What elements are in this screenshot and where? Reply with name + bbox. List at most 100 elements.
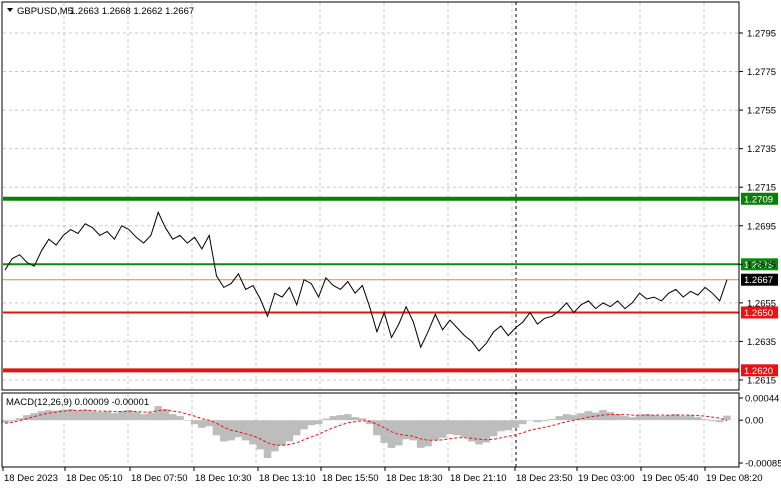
level-tag-background <box>741 258 778 271</box>
time-tick-label: 18 Dec 15:50 <box>322 473 379 484</box>
price-tick-label: 1.2735 <box>747 144 776 155</box>
price-tick-label: 1.2655 <box>747 298 776 309</box>
macd-hist-bar <box>132 412 141 421</box>
macd-panel-border <box>1 392 740 468</box>
time-tick-label: 18 Dec 21:10 <box>450 473 507 484</box>
macd-hist-bar <box>147 412 155 421</box>
macd-hist-bar <box>497 420 505 432</box>
macd-hist-bar <box>212 420 221 436</box>
price-tick-label: 1.2635 <box>747 337 776 348</box>
time-tick-label: 18 Dec 13:10 <box>259 473 316 484</box>
level-tag-background <box>741 364 778 377</box>
macd-hist-bar <box>723 415 731 421</box>
level-price-tag: 1.2709 <box>741 192 778 205</box>
macd-hist-bar <box>373 420 381 436</box>
macd-hist-bar <box>241 420 250 441</box>
price-tick-label: 1.2615 <box>747 375 776 386</box>
macd-hist-bar <box>548 419 556 421</box>
macd-hist-bar <box>446 420 454 435</box>
macd-hist-bar <box>52 410 60 421</box>
macd-hist-bar <box>489 420 498 437</box>
macd-hist-bar <box>23 415 31 421</box>
macd-hist-bar <box>643 414 651 421</box>
macd-hist-bar <box>424 420 432 447</box>
macd-hist-bar <box>278 420 286 446</box>
price-tick-label: 1.2755 <box>747 106 776 117</box>
macd-hist-bar <box>715 420 724 423</box>
collapse-triangle-icon[interactable] <box>7 8 13 12</box>
macd-hist-bar <box>263 420 272 458</box>
time-tick-label: 19 Dec 03:00 <box>578 473 635 484</box>
macd-hist-bar <box>387 420 396 448</box>
macd-hist-bar <box>66 409 75 421</box>
macd-hist-bar <box>220 420 228 442</box>
macd-hist-bar <box>190 420 199 425</box>
macd-hist-bar <box>271 420 279 452</box>
macd-hist-bar <box>511 420 520 428</box>
level-price-tag: 1.2667 <box>741 273 778 286</box>
time-tick-label: 18 Dec 07:50 <box>131 473 188 484</box>
macd-hist-bar <box>183 420 192 421</box>
level-tag-background <box>741 273 778 286</box>
macd-hist-bar <box>125 410 133 421</box>
macd-hist-bar <box>176 416 184 421</box>
macd-hist-bar <box>540 420 549 422</box>
macd-hist-bar <box>74 410 82 421</box>
macd-hist-bar <box>139 414 148 421</box>
macd-hist-bar <box>45 410 53 421</box>
macd-signal-line <box>4 409 728 446</box>
macd-hist-bar <box>467 420 476 442</box>
macd-hist-bar <box>161 409 170 421</box>
macd-hist-bar <box>402 420 410 440</box>
macd-hist-bar <box>256 420 265 450</box>
macd-hist-bar <box>96 412 104 421</box>
level-lines[interactable]: 1.2709 1.2675 1.2667 1.2650 1.2620 <box>3 192 778 377</box>
macd-hist-bar <box>205 420 213 427</box>
macd-hist-bar <box>1 420 9 423</box>
macd-hist-bar <box>234 420 243 438</box>
time-tick-label: 19 Dec 05:40 <box>642 473 699 484</box>
macd-hist-bar <box>8 420 17 422</box>
macd-hist-bar <box>672 414 680 421</box>
macd-hist-bar <box>336 415 345 421</box>
macd-hist-bar <box>591 412 600 421</box>
macd-tick-label: 0.00044 <box>745 394 779 405</box>
macd-hist-bar <box>59 409 68 421</box>
macd-hist-bar <box>650 415 658 421</box>
price-panel-border <box>1 1 740 391</box>
macd-hist-bar <box>657 416 666 421</box>
level-price-tag: 1.2675 <box>741 258 778 271</box>
macd-hist-bar <box>15 418 24 421</box>
macd-hist-bar <box>701 419 709 421</box>
macd-hist-bar <box>708 420 717 422</box>
macd-hist-bar <box>664 415 673 421</box>
macd-hist-bar <box>154 406 162 421</box>
macd-hist-bar <box>322 418 330 421</box>
macd-hist-bar <box>475 420 483 445</box>
macd-hist-bar <box>570 415 578 421</box>
macd-hist-bar <box>526 420 534 421</box>
price-tick-label: 1.2695 <box>747 221 776 232</box>
level-price-tag: 1.2620 <box>741 364 778 377</box>
macd-hist-bar <box>285 420 294 442</box>
level-price-tag: 1.2650 <box>741 306 778 319</box>
macd-hist-bar <box>380 420 388 443</box>
macd-hist-bar <box>460 420 469 438</box>
macd-hist-bar <box>30 413 38 421</box>
macd-hist-bar <box>117 411 126 421</box>
macd-hist-bar <box>81 409 89 421</box>
macd-hist-bar <box>533 420 542 423</box>
level-tag-label: 1.2620 <box>744 366 773 377</box>
macd-hist-bar <box>314 420 323 425</box>
level-tag-label: 1.2675 <box>744 260 773 271</box>
level-tag-label: 1.2667 <box>744 275 773 286</box>
macd-hist-bar <box>694 417 702 421</box>
macd-hist-bar <box>307 420 316 426</box>
macd-hist-bar <box>409 420 418 441</box>
macd-hist-bar <box>621 416 629 421</box>
macd-hist-bar <box>577 413 585 421</box>
macd-hist-bar <box>358 418 367 421</box>
macd-hist-bar <box>431 420 440 441</box>
